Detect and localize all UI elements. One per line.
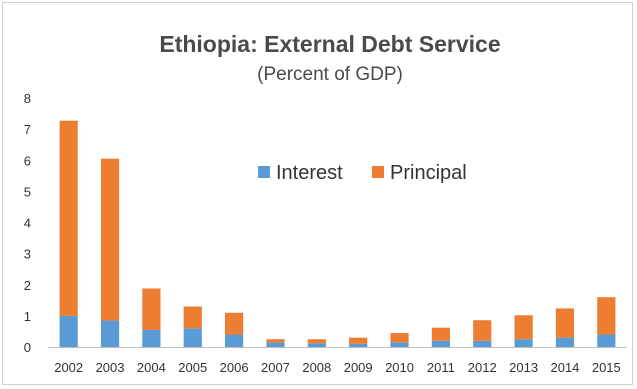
x-tick-label: 2004	[137, 360, 166, 375]
x-tick-label: 2002	[54, 360, 83, 375]
bar-interest-2015	[597, 334, 616, 347]
x-tick-label: 2005	[178, 360, 207, 375]
bar-principal-2007	[266, 339, 285, 343]
legend: Interest Principal	[258, 162, 467, 184]
bar-interest-2004	[142, 329, 161, 347]
y-tick-label: 7	[24, 122, 31, 137]
x-tick-label: 2006	[220, 360, 249, 375]
y-tick-label: 6	[24, 153, 31, 168]
bar-interest-2012	[473, 340, 492, 347]
bar-principal-2003	[100, 158, 120, 321]
x-tick-label: 2015	[592, 360, 621, 375]
x-tick-label: 2007	[261, 360, 290, 375]
bar-principal-2012	[473, 320, 492, 341]
bar-interest-2007	[266, 342, 285, 347]
bar-principal-2002	[59, 120, 78, 316]
x-tick-label: 2014	[550, 360, 579, 375]
x-tick-label: 2008	[302, 360, 331, 375]
y-tick-label: 3	[24, 247, 31, 262]
x-tick-label: 2009	[344, 360, 373, 375]
bar-interest-2009	[349, 343, 368, 347]
bar-interest-2006	[225, 334, 244, 347]
bar-principal-2011	[431, 327, 450, 341]
y-tick-label: 1	[24, 309, 31, 324]
bars-group	[59, 120, 616, 348]
y-axis-ticks: 0 1 2 3 4 5 6 7 8	[24, 91, 31, 355]
x-tick-label: 2011	[427, 360, 455, 375]
legend-swatch-principal	[372, 166, 384, 178]
bar-principal-2006	[225, 312, 244, 335]
bar-interest-2013	[514, 339, 533, 347]
y-tick-label: 0	[24, 340, 31, 355]
legend-swatch-interest	[258, 166, 270, 178]
bar-interest-2003	[100, 320, 120, 347]
bar-principal-2008	[307, 339, 326, 344]
bar-interest-2010	[390, 342, 409, 347]
x-tick-label: 2010	[385, 360, 414, 375]
bar-interest-2005	[183, 328, 202, 347]
y-tick-label: 8	[24, 91, 31, 106]
y-tick-label: 4	[24, 216, 31, 231]
y-tick-label: 5	[24, 184, 31, 199]
x-tick-label: 2012	[468, 360, 497, 375]
chart-subtitle: (Percent of GDP)	[257, 64, 403, 85]
bar-principal-2013	[514, 315, 533, 340]
bar-interest-2011	[431, 340, 450, 347]
x-tick-label: 2003	[96, 360, 125, 375]
bar-principal-2004	[142, 288, 161, 330]
bar-principal-2010	[390, 332, 409, 343]
y-tick-label: 2	[24, 278, 31, 293]
x-tick-label: 2013	[509, 360, 538, 375]
bar-interest-2002	[59, 315, 78, 348]
legend-label-interest: Interest	[276, 162, 343, 184]
bar-principal-2005	[183, 306, 202, 329]
bar-interest-2014	[555, 337, 575, 347]
bar-principal-2015	[597, 297, 616, 335]
legend-label-principal: Principal	[390, 162, 467, 184]
chart-title: Ethiopia: External Debt Service	[159, 31, 500, 57]
x-axis-ticks: 2002 2003 2004 2005 2006 2007 2008 2009 2010 2011…	[54, 360, 621, 375]
bar-interest-2008	[307, 343, 326, 347]
bar-principal-2009	[349, 337, 368, 344]
bar-principal-2014	[555, 308, 575, 338]
